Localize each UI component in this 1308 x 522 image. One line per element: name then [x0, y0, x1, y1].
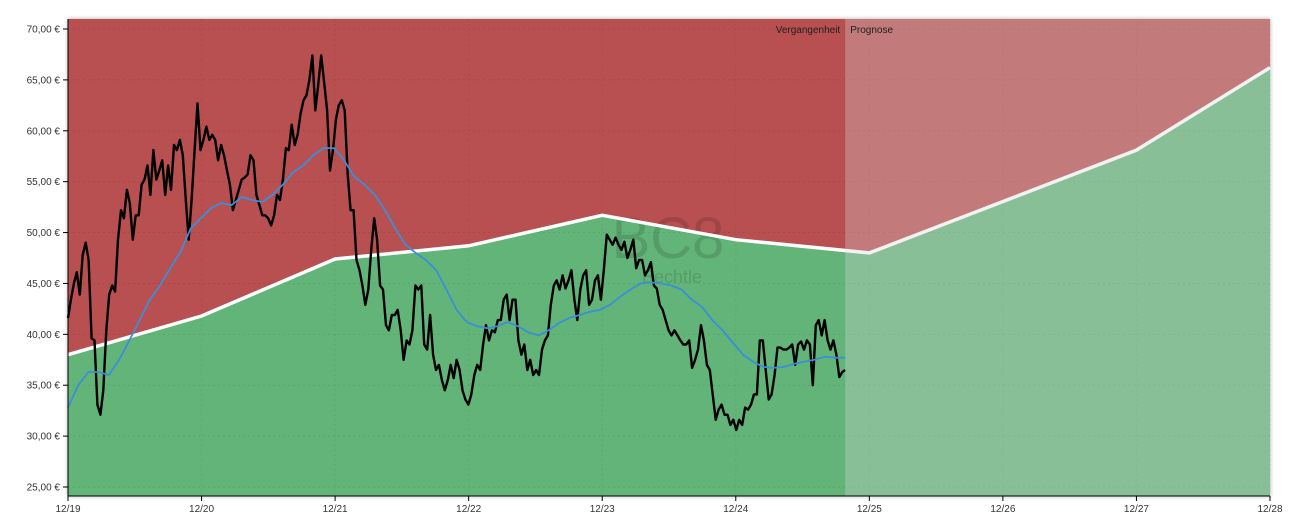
y-tick-label: 60,00 € — [27, 126, 61, 137]
x-tick-label: 12/24 — [723, 504, 748, 515]
watermark-symbol: BC8 — [612, 206, 725, 271]
lower-zone — [68, 67, 1270, 497]
y-tick-label: 35,00 € — [27, 381, 61, 392]
x-tick-label: 12/22 — [456, 504, 481, 515]
y-tick-label: 65,00 € — [27, 75, 61, 86]
y-tick-label: 70,00 € — [27, 25, 61, 36]
y-tick-label: 55,00 € — [27, 177, 61, 188]
y-tick-label: 45,00 € — [27, 279, 61, 290]
x-tick-label: 12/26 — [990, 504, 1015, 515]
y-tick-label: 40,00 € — [27, 330, 61, 341]
price-line — [66, 54, 846, 432]
x-tick-label: 12/28 — [1257, 504, 1282, 515]
y-tick-label: 50,00 € — [27, 228, 61, 239]
past-section-label: Vergangenheit — [776, 25, 841, 36]
y-tick-label: 30,00 € — [27, 432, 61, 443]
x-tick-label: 12/21 — [323, 504, 348, 515]
threshold-line — [67, 66, 1271, 357]
forecast-overlay — [845, 19, 1270, 496]
watermark-name: Bechtle — [642, 267, 702, 287]
x-tick-label: 12/19 — [55, 504, 80, 515]
x-tick-label: 12/23 — [590, 504, 615, 515]
x-tick-label: 12/20 — [189, 504, 214, 515]
forecast-section-label: Prognose — [850, 25, 893, 36]
moving-average-line — [67, 147, 846, 408]
x-tick-label: 12/25 — [857, 504, 882, 515]
x-tick-label: 12/27 — [1124, 504, 1149, 515]
y-tick-label: 25,00 € — [27, 483, 61, 494]
